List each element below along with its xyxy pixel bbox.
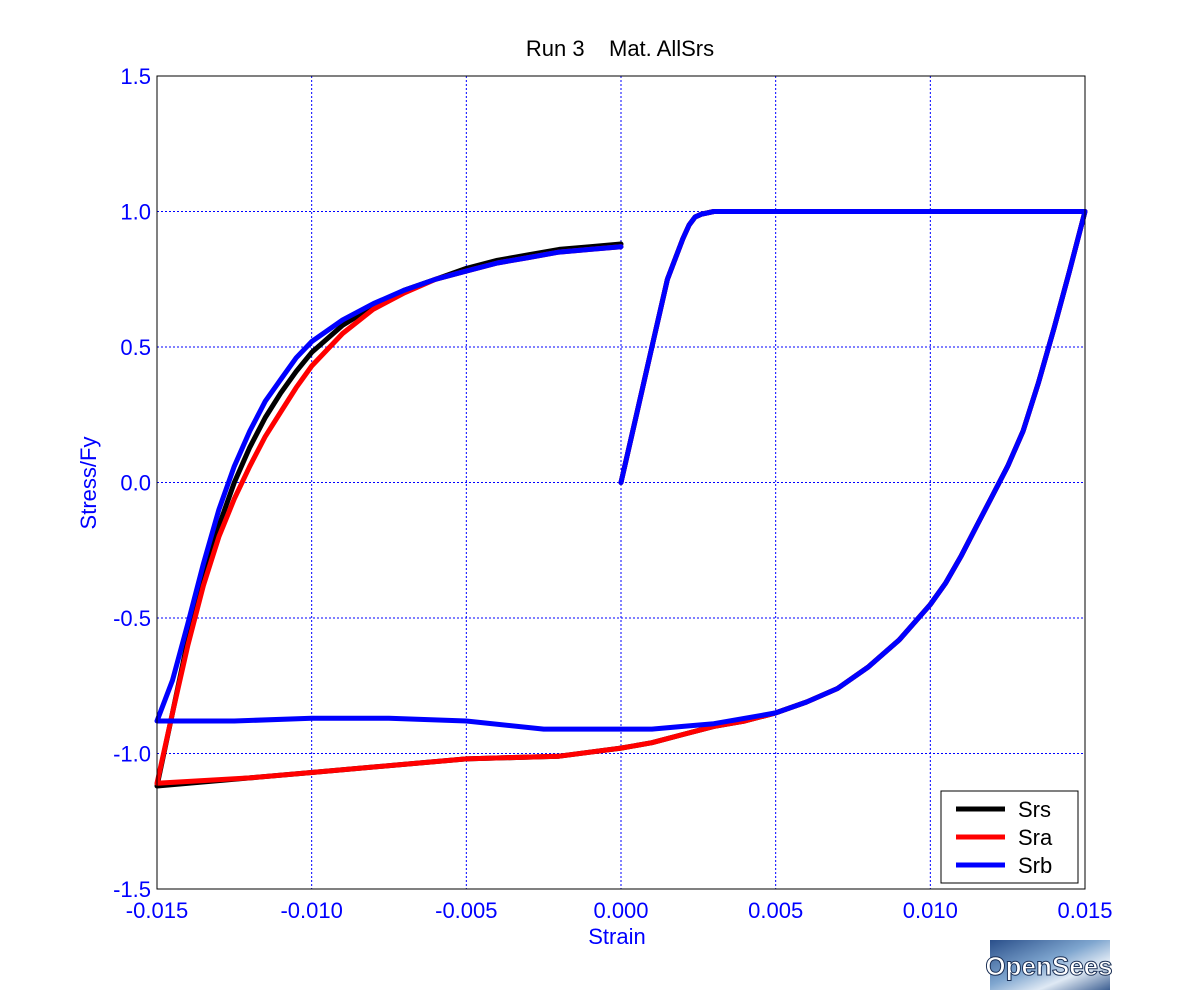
y-axis-label: Stress/Fy bbox=[76, 437, 101, 530]
x-axis-label: Strain bbox=[588, 924, 645, 949]
series-line-srb bbox=[154, 209, 1088, 732]
y-tick-label: -1.0 bbox=[113, 742, 151, 767]
plot-frame bbox=[156, 75, 1086, 890]
y-tick-label: 1.0 bbox=[120, 200, 151, 225]
x-tick-label: -0.005 bbox=[435, 898, 497, 923]
y-tick-label: 0.0 bbox=[120, 471, 151, 496]
chart-title: Run 3 Mat. AllSrs bbox=[526, 36, 714, 61]
x-tick-label: 0.010 bbox=[903, 898, 958, 923]
y-tick-label: 0.5 bbox=[120, 335, 151, 360]
legend: Srs Sra Srb bbox=[940, 790, 1079, 884]
x-tick-label: 0.000 bbox=[593, 898, 648, 923]
legend-label-sra: Sra bbox=[1018, 825, 1053, 850]
y-tick-label: -0.5 bbox=[113, 606, 151, 631]
y-tick-label: 1.5 bbox=[120, 64, 151, 89]
x-tick-label: 0.005 bbox=[748, 898, 803, 923]
logo-text: OpenSees bbox=[985, 951, 1112, 981]
series-lines bbox=[154, 209, 1088, 789]
legend-label-srs: Srs bbox=[1018, 797, 1051, 822]
x-tick-label: -0.015 bbox=[126, 898, 188, 923]
x-tick-label: -0.010 bbox=[280, 898, 342, 923]
logo-background bbox=[990, 940, 1110, 990]
legend-label-srb: Srb bbox=[1018, 853, 1052, 878]
opensees-logo: OpenSees bbox=[985, 940, 1113, 990]
x-tick-label: 0.015 bbox=[1057, 898, 1112, 923]
y-tick-label: -1.5 bbox=[113, 877, 151, 902]
tick-labels: -0.015 -0.010 -0.005 0.000 0.005 0.010 0.015 1.… bbox=[113, 64, 1112, 923]
